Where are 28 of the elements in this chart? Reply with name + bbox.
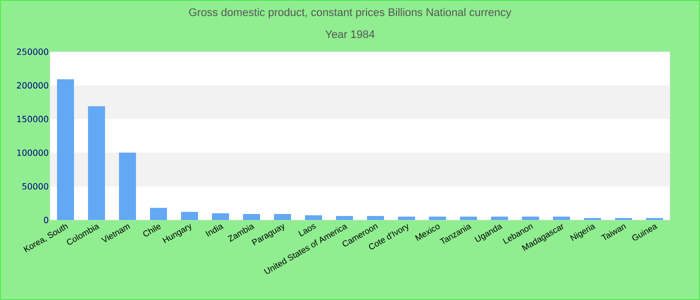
y-tick-label: 0 xyxy=(44,216,48,224)
y-tick-label: 100000 xyxy=(17,149,48,156)
bar xyxy=(274,214,292,220)
bar xyxy=(212,213,230,220)
bar xyxy=(57,79,74,220)
bar xyxy=(243,214,260,220)
bar xyxy=(491,216,508,220)
bar xyxy=(398,216,416,220)
y-tick-label: 200000 xyxy=(16,82,48,89)
x-tick-label: India xyxy=(205,224,224,237)
x-tick-label: Laos xyxy=(298,224,316,236)
bar xyxy=(367,216,384,220)
bar xyxy=(336,216,354,220)
bar xyxy=(119,152,136,220)
y-tick-label: 150000 xyxy=(17,116,48,122)
bar xyxy=(522,216,540,220)
bar xyxy=(460,216,478,220)
chart-subtitle: Year 1984 xyxy=(325,30,375,38)
x-tick-label: Chile xyxy=(143,224,161,236)
y-tick-label: 50000 xyxy=(22,183,48,190)
bar xyxy=(150,208,168,220)
bar xyxy=(305,215,322,220)
bar xyxy=(181,212,198,220)
chart-title: Gross domestic product, constant prices Billions National currency xyxy=(189,8,512,18)
bar xyxy=(88,106,106,220)
bar xyxy=(429,216,446,220)
bar xyxy=(553,216,570,220)
y-tick-label: 250000 xyxy=(16,48,48,55)
